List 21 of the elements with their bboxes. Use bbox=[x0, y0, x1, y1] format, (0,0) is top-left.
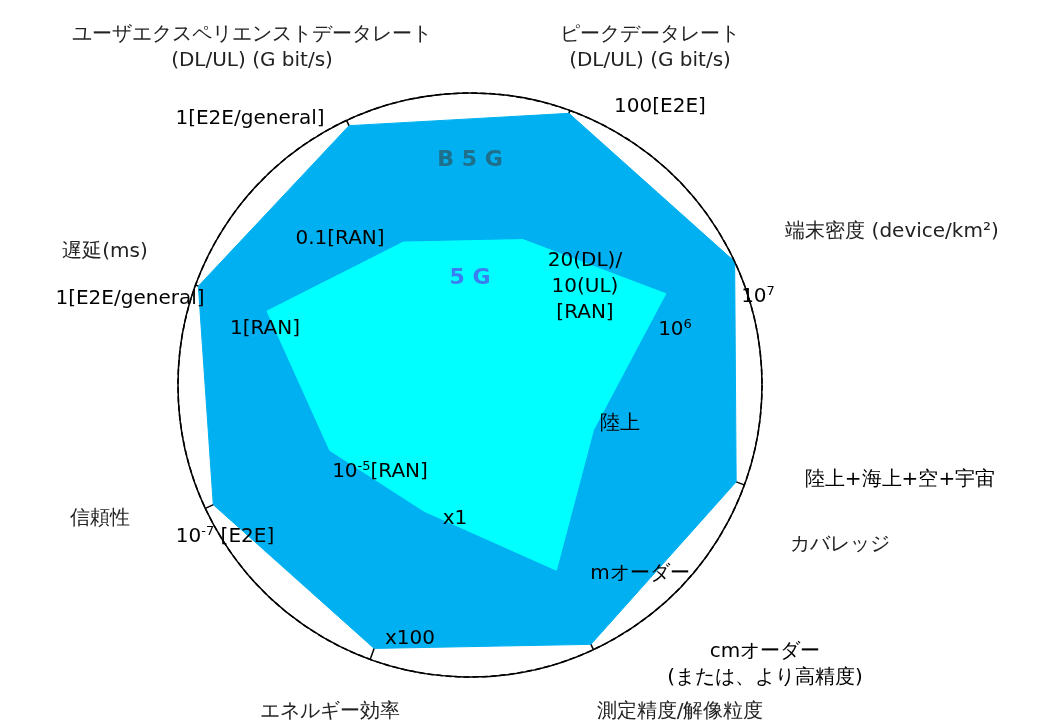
spoke-label: ユーザエクスペリエンストデータレート(DL/UL) (G bit/s) bbox=[72, 21, 432, 71]
text: 1[RAN] bbox=[229, 315, 301, 339]
spoke-label: 信頼性 bbox=[70, 505, 130, 529]
text: 0.1[RAN] bbox=[295, 225, 385, 249]
series-label: 5 G bbox=[449, 263, 491, 289]
text: 陸上+海上+空+宇宙 bbox=[804, 466, 996, 490]
spoke-label: 端末密度 (device/km²) bbox=[785, 218, 999, 242]
text: x1 bbox=[442, 505, 468, 529]
text: 1[E2E/general] bbox=[175, 105, 325, 129]
spoke-label: エネルギー効率 bbox=[260, 698, 400, 722]
text: mオーダー bbox=[590, 560, 690, 584]
spoke-label: 測定精度/解像粒度 bbox=[596, 698, 764, 722]
text: 100[E2E] bbox=[614, 93, 706, 117]
text: 20(DL)/ 10(UL) [RAN] bbox=[547, 247, 623, 323]
series-label: B 5 G bbox=[437, 145, 503, 171]
spoke-label: ピークデータレート(DL/UL) (G bit/s) bbox=[560, 21, 740, 71]
spoke-label: カバレッジ bbox=[790, 531, 890, 555]
text: cmオーダー (または、より高精度) bbox=[667, 638, 863, 688]
text: 陸上 bbox=[600, 410, 640, 434]
spoke-label: 遅延(ms) bbox=[62, 238, 148, 262]
text: x100 bbox=[384, 625, 436, 649]
